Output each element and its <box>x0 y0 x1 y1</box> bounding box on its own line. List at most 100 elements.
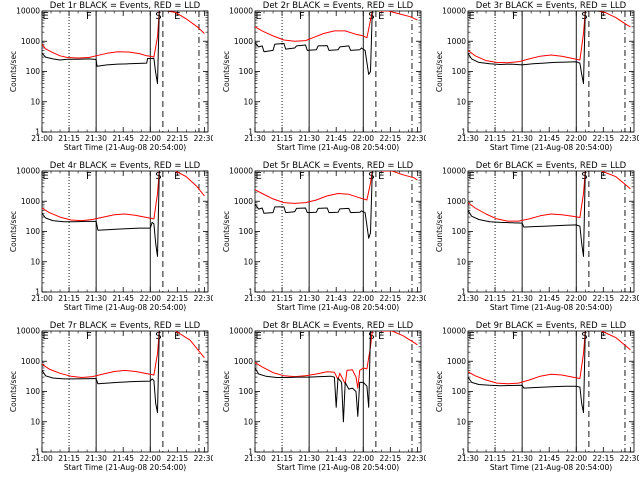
y-tick-label: 100 <box>26 67 41 76</box>
y-tick-label: 100 <box>26 387 41 396</box>
y-tick-label: 10 <box>243 417 253 426</box>
detector-panel-2: Det 2r BLACK = Events, RED = LLD 1 10 100 10… <box>213 0 426 160</box>
y-tick-label: 1000 <box>21 37 40 46</box>
plot-frame <box>41 10 209 133</box>
series-events-line <box>42 171 176 257</box>
event-letter: E <box>378 11 384 22</box>
y-axis-label: Counts/sec <box>222 211 231 252</box>
y-tick-label: 100 <box>239 67 254 76</box>
series-lld-line <box>42 11 205 59</box>
x-axis-label: Start Time (21-Aug-08 20:54:00) <box>490 143 612 152</box>
event-letter: F <box>86 11 92 22</box>
x-tick-label: 22:15 <box>167 454 189 463</box>
y-tick-label: 1000 <box>21 197 40 206</box>
y-tick-label: 1000 <box>234 197 253 206</box>
series-group <box>255 331 418 423</box>
y-axis-label: Counts/sec <box>435 51 444 92</box>
x-tick-label: 21:00 <box>31 134 53 143</box>
y-tick-label: 10 <box>30 417 40 426</box>
x-tick-label: 21:30 <box>85 134 107 143</box>
x-tick-label: 21:15 <box>271 134 293 143</box>
series-events-line <box>42 11 176 84</box>
event-letter: F <box>299 11 305 22</box>
detector-chart-9: Det 9r BLACK = Events, RED = LLD 1 10 100 10… <box>435 321 639 472</box>
x-tick-label: 22:30 <box>194 294 213 303</box>
x-tick-label: 22:30 <box>407 134 426 143</box>
series-events-line <box>255 171 382 239</box>
detector-chart-2: Det 2r BLACK = Events, RED = LLD 1 10 100 10… <box>222 1 426 152</box>
series-lld-line <box>42 171 205 222</box>
y-tick-label: 10000 <box>229 167 253 176</box>
y-axis-label: Counts/sec <box>9 51 18 92</box>
y-tick-label: 100 <box>26 227 41 236</box>
y-tick-label: 100 <box>239 387 254 396</box>
chart-title: Det 9r BLACK = Events, RED = LLD <box>476 321 627 331</box>
x-tick-label: 21:30 <box>298 454 320 463</box>
x-tick-label: 22:00 <box>139 294 161 303</box>
event-letter: F <box>299 331 305 342</box>
y-axis-label: Counts/sec <box>9 211 18 252</box>
y-tick-label: 1000 <box>447 37 466 46</box>
detector-chart-7: Det 7r BLACK = Events, RED = LLD 1 10 100 10… <box>9 321 213 472</box>
chart-title: Det 7r BLACK = Events, RED = LLD <box>50 321 201 331</box>
x-tick-label: 21:45 <box>538 294 560 303</box>
x-tick-label: 21:30 <box>457 294 479 303</box>
detector-panel-9: Det 9r BLACK = Events, RED = LLD 1 10 100 10… <box>426 320 639 480</box>
event-letter: E <box>468 331 474 342</box>
series-group <box>42 331 205 414</box>
x-axis-label: Start Time (21-Aug-08 20:54:00) <box>277 143 399 152</box>
x-tick-label: 22:00 <box>139 454 161 463</box>
plot-frame <box>254 330 422 453</box>
y-tick-label: 1 <box>35 128 40 137</box>
y-tick-label: 1 <box>461 128 466 137</box>
event-letter: F <box>512 11 518 22</box>
x-tick-label: 21:30 <box>85 294 107 303</box>
x-tick-label: 22:15 <box>167 134 189 143</box>
event-letter: E <box>468 11 474 22</box>
plot-frame <box>467 330 635 453</box>
plot-frame <box>254 10 422 133</box>
series-events-line <box>255 331 382 423</box>
event-letter: E <box>600 171 606 182</box>
y-tick-label: 1 <box>461 288 466 297</box>
x-tick-label: 21:45 <box>112 134 134 143</box>
x-tick-label: 21:15 <box>271 454 293 463</box>
series-events-line <box>255 11 380 75</box>
event-letter: E <box>255 171 261 182</box>
x-tick-label: 21:45 <box>538 454 560 463</box>
detector-chart-6: Det 6r BLACK = Events, RED = LLD 1 10 100 10… <box>435 161 639 312</box>
y-tick-label: 10000 <box>16 7 40 16</box>
x-tick-label: 21:43 <box>325 454 347 463</box>
y-tick-label: 100 <box>239 227 254 236</box>
x-tick-label: 21:30 <box>511 454 533 463</box>
detector-panel-1: Det 1r BLACK = Events, RED = LLD 1 10 100 10… <box>0 0 213 160</box>
detector-chart-5: Det 5r BLACK = Events, RED = LLD 1 10 100 10… <box>222 161 426 312</box>
x-tick-label: 21:15 <box>271 294 293 303</box>
series-group <box>468 331 631 414</box>
x-tick-label: 21:15 <box>58 294 80 303</box>
chart-title: Det 2r BLACK = Events, RED = LLD <box>263 1 414 11</box>
y-tick-label: 10000 <box>16 327 40 336</box>
event-letter: F <box>86 331 92 342</box>
series-lld-line <box>468 331 631 385</box>
x-tick-label: 21:30 <box>511 134 533 143</box>
y-tick-label: 10 <box>456 257 466 266</box>
plot-frame <box>467 10 635 133</box>
x-tick-label: 22:00 <box>565 454 587 463</box>
x-tick-label: 21:45 <box>538 134 560 143</box>
detector-chart-4: Det 4r BLACK = Events, RED = LLD 1 10 100 10… <box>9 161 213 312</box>
x-axis-label: Start Time (21-Aug-08 20:54:00) <box>490 463 612 472</box>
y-tick-label: 10 <box>456 97 466 106</box>
series-group <box>42 11 205 84</box>
y-tick-label: 1 <box>248 288 253 297</box>
y-axis-label: Counts/sec <box>435 371 444 412</box>
x-tick-label: 21:15 <box>484 454 506 463</box>
x-tick-label: 22:30 <box>620 294 639 303</box>
event-letter: E <box>174 331 180 342</box>
y-tick-label: 10000 <box>442 327 466 336</box>
x-tick-label: 21:45 <box>112 294 134 303</box>
y-tick-label: 1 <box>35 448 40 457</box>
x-tick-label: 21:30 <box>457 134 479 143</box>
x-axis-label: Start Time (21-Aug-08 20:54:00) <box>64 463 186 472</box>
y-tick-label: 1 <box>461 448 466 457</box>
